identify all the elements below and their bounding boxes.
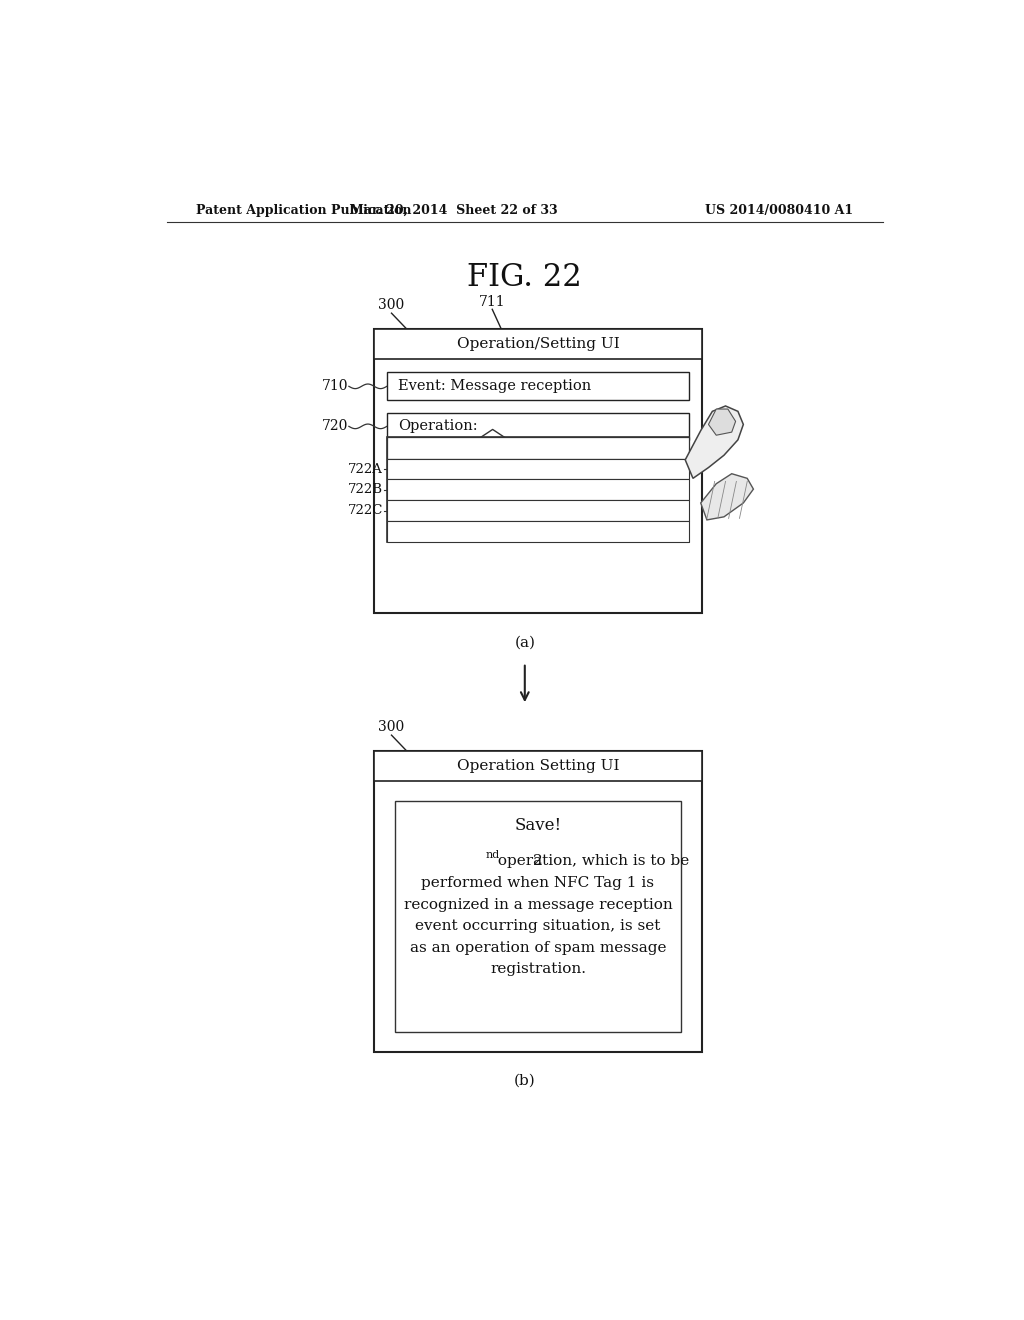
Text: Associated Applications: Associated Applications [450,441,627,455]
Text: Operation/Setting UI: Operation/Setting UI [457,337,620,351]
Bar [387,372,689,400]
Text: (a): (a) [514,636,536,649]
Text: event occurring situation, is set: event occurring situation, is set [416,919,660,933]
Text: recognized in a message reception: recognized in a message reception [403,898,673,912]
Text: US 2014/0080410 A1: US 2014/0080410 A1 [706,205,853,218]
Polygon shape [709,409,735,436]
Bar [387,412,689,441]
Text: (b): (b) [514,1073,536,1088]
Text: Mar. 20, 2014  Sheet 22 of 33: Mar. 20, 2014 Sheet 22 of 33 [349,205,557,218]
Text: 2: 2 [534,854,543,869]
Bar [387,437,689,459]
Bar [375,330,701,612]
Text: Auto response message: Auto response message [396,504,563,517]
Text: as an operation of spam message: as an operation of spam message [410,941,667,954]
Text: Event: Message reception: Event: Message reception [397,379,591,393]
Text: nd: nd [485,850,500,859]
Text: FIG. 22: FIG. 22 [467,263,583,293]
Text: Operation Setting UI: Operation Setting UI [457,759,620,774]
Bar [387,479,689,500]
Bar [375,751,701,1052]
Text: 720: 720 [322,420,348,433]
Text: registration.: registration. [489,962,586,977]
Text: 722B: 722B [348,483,383,496]
Text: 710: 710 [322,379,348,393]
Text: 722C: 722C [347,504,383,517]
Bar [387,437,689,543]
Bar [375,330,701,359]
Bar [387,521,689,541]
Text: 300: 300 [379,721,404,734]
Text: Operation:: Operation: [397,420,477,433]
Text: Delete: Delete [396,483,442,496]
Polygon shape [700,474,754,520]
Bar [394,800,681,1032]
Text: 711: 711 [479,294,506,309]
Text: Patent Application Publication: Patent Application Publication [197,205,412,218]
Bar [387,500,689,521]
Text: 300: 300 [379,298,404,313]
Text: Save!: Save! [514,817,561,834]
Text: 722A: 722A [348,462,383,475]
Bar [387,459,689,479]
Polygon shape [685,407,743,478]
Text: Spam message registration: Spam message registration [396,462,590,477]
Text: performed when NFC Tag 1 is: performed when NFC Tag 1 is [422,876,654,890]
Text: ⋮: ⋮ [532,523,544,540]
Bar [375,751,701,780]
Text: operation, which is to be: operation, which is to be [493,854,689,869]
